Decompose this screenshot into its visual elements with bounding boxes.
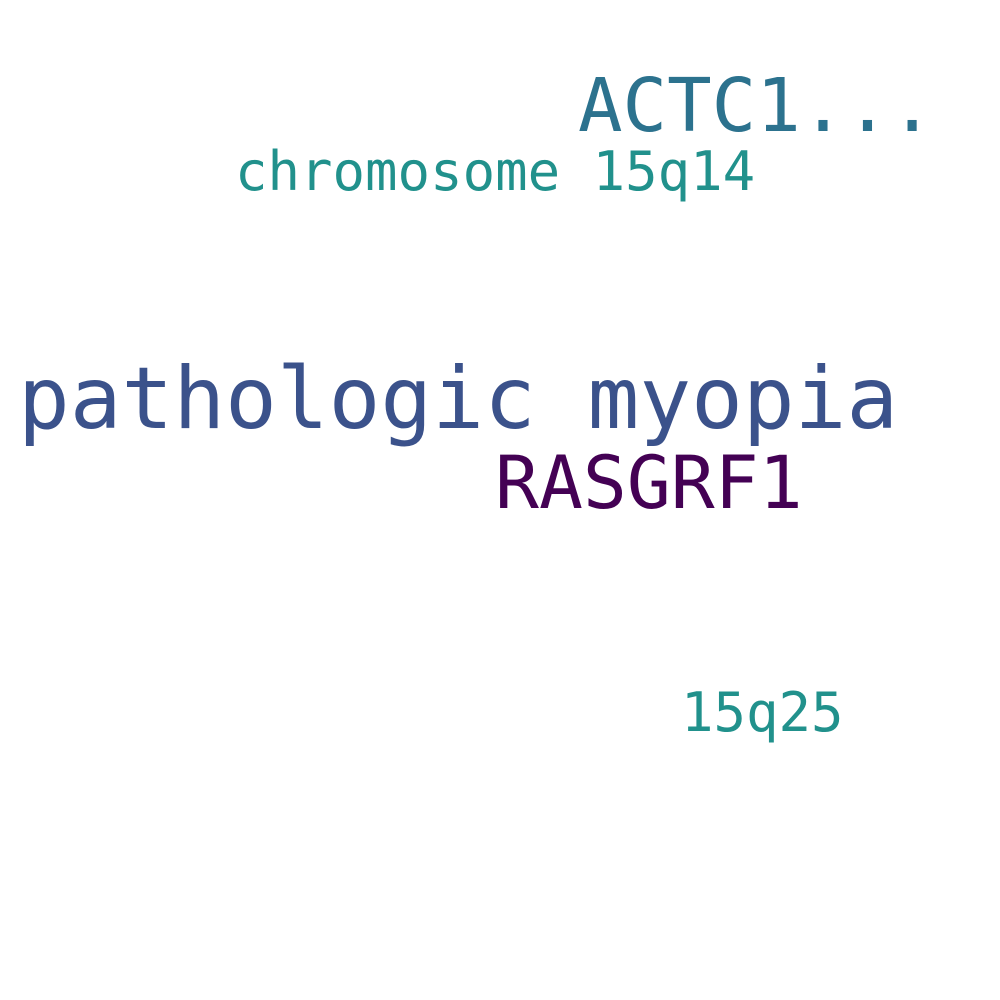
word-rasgrf1: RASGRF1	[495, 441, 803, 526]
word-actc1: ACTC1...	[578, 63, 935, 149]
word-pathologic-myopia: pathologic myopia	[18, 349, 899, 449]
word-15q25: 15q25	[681, 681, 844, 744]
word-chromosome-15q14: chromosome 15q14	[235, 140, 756, 203]
